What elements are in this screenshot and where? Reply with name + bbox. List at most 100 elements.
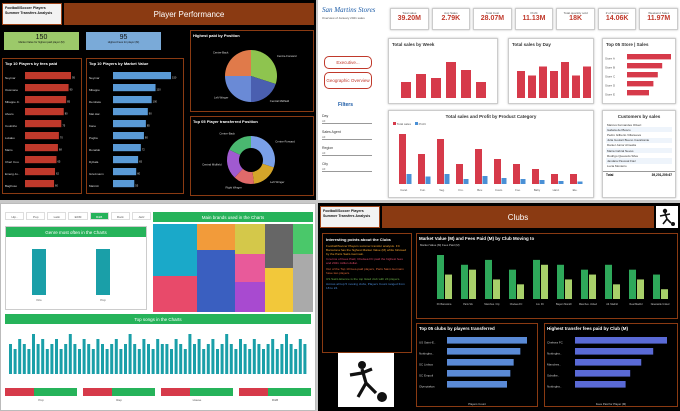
genre-tab[interactable]: EDM [68, 212, 88, 220]
filter-dropdown[interactable]: All [322, 119, 372, 124]
bar [447, 370, 511, 377]
soccer-illustration [338, 353, 394, 407]
filter-dropdown[interactable]: All [322, 151, 372, 156]
bar [558, 181, 564, 184]
bar-label: Dybala [89, 160, 99, 164]
kpi-strip: Total sales 39.20M Avg Sales 2.79K Total Cos… [390, 8, 679, 30]
filter-dropdown[interactable]: All [322, 135, 372, 140]
bar-label: Bagfruso [5, 184, 17, 188]
executive-button[interactable]: Executive... [324, 56, 372, 69]
point-1: Football/Soccer Players summer transfer … [326, 244, 407, 256]
kpi-card: Weekend Sales 11.97M [639, 8, 679, 30]
bar-label: Mbappe Jr. [5, 100, 20, 104]
bar [447, 381, 507, 388]
bar [137, 349, 141, 374]
slice-label: Left Winger [214, 96, 228, 100]
corner-title: Football/Soccer Players Summer Transfers… [323, 209, 371, 218]
bar [461, 70, 471, 98]
bar [575, 348, 654, 355]
point-4: US Saint-Etienne is the top listed club … [326, 276, 401, 281]
bar [170, 349, 173, 374]
bar-label: Mario [5, 148, 13, 152]
bar [533, 259, 540, 299]
kpi-card: Avg Sales 2.79K [431, 8, 471, 30]
bar [294, 349, 298, 374]
bar-label: Chelsea FC [547, 341, 564, 345]
bar [25, 120, 62, 128]
bar [637, 279, 644, 299]
bar-label: SC Empoli [419, 374, 434, 378]
bar [151, 349, 155, 374]
bar [27, 349, 31, 374]
bar [589, 274, 596, 299]
bar [475, 149, 482, 184]
bar [32, 249, 46, 295]
table-row: Pedro Gilberto Villanueva [607, 132, 641, 137]
kpi-value: 39.20M [397, 15, 421, 22]
panel-title: Top songs in the Charts [134, 316, 182, 322]
bar-value: 85 [67, 100, 70, 104]
genre-tab[interactable]: Latin [47, 212, 67, 220]
bar [156, 339, 160, 374]
slice [251, 136, 275, 168]
bar-value: 62 [56, 172, 59, 176]
bar-label: Nottingha.. [419, 352, 434, 356]
treemap-cell [235, 254, 265, 282]
bar [128, 334, 132, 374]
bar [25, 156, 57, 164]
bar [528, 75, 536, 98]
music-charts-dashboard: Hip.. Pop Latin EDM R&B Rock Jazz Genre most o… [0, 203, 316, 411]
bar [220, 344, 224, 374]
bar-label: US Saint-E.. [419, 341, 436, 345]
kpi-value: 11.97M [647, 15, 671, 22]
point-3: Out of the Top 10 fees-paid players, Par… [326, 266, 404, 275]
bar [216, 349, 219, 374]
bar [431, 78, 441, 98]
day-bar-chart [517, 62, 591, 98]
bar-value: 85 [147, 124, 150, 128]
bar [280, 344, 284, 374]
kpi-label: Market Value for highest paid player (M) [18, 41, 65, 44]
genre-strip: Rap [83, 388, 155, 408]
genre-tabs: Hip.. Pop Latin EDM R&B Rock Jazz [5, 212, 151, 220]
mv-panel: Top 10 Players by Market Value Neymar 150… [86, 58, 184, 194]
panel-title: Main brands used in the Charts [201, 214, 265, 220]
treemap-cell [235, 282, 265, 312]
top5-store-bar-chart: Store A Store B Store C Store D Store E [605, 54, 671, 96]
kpi-label: Profit [530, 11, 538, 15]
genre-tab[interactable]: Jazz [131, 212, 151, 220]
genre-tab[interactable]: Hip.. [5, 212, 25, 220]
kpi-card-fees: 95 Highest Fees for player (M) [86, 32, 161, 50]
day-panel: Total sales by Day [508, 38, 594, 104]
kpi-card: # of Transactions 14.06K [597, 8, 637, 30]
club-label: Juv. FC [536, 303, 544, 306]
club-fees-panel: Highest transfer fees paid by Club (M) C… [544, 323, 678, 407]
category-panel: Total sales and Profit by Product Catego… [388, 110, 594, 198]
panel-title: Top 05 Player transferred Position [193, 119, 258, 124]
genre-tab[interactable]: Rock [110, 212, 130, 220]
club-label: Paris SG [463, 303, 473, 306]
bar-label: Store E [605, 92, 615, 96]
total-label: Total [606, 172, 614, 177]
genre-tab[interactable]: R&B [89, 212, 109, 220]
bar [583, 66, 591, 98]
bar-label: SC Lisboa [419, 363, 433, 367]
genre-tab[interactable]: Pop [26, 212, 46, 220]
week-bar-chart [401, 62, 486, 98]
filter-dropdown[interactable]: All [322, 167, 372, 172]
treemap-cell [293, 224, 313, 254]
bar-label: Marzoli [89, 184, 99, 188]
page-title: Clubs [507, 212, 529, 222]
slice-label: Central Midfield [202, 163, 222, 167]
kpi-value: 11.13M [522, 15, 546, 22]
bar [206, 344, 210, 374]
legend-swatch-sales [393, 122, 396, 125]
bar [482, 176, 488, 184]
geographic-overview-button[interactable]: Geographic Overview [324, 72, 372, 89]
bar-value: 95 [72, 76, 75, 80]
treemap-cell [197, 250, 235, 312]
slice-label: Centre-Back [213, 50, 229, 54]
bottom-strip: Pop Rap House R&B [5, 388, 311, 408]
treemap-cell [153, 224, 197, 276]
bar [627, 90, 649, 96]
